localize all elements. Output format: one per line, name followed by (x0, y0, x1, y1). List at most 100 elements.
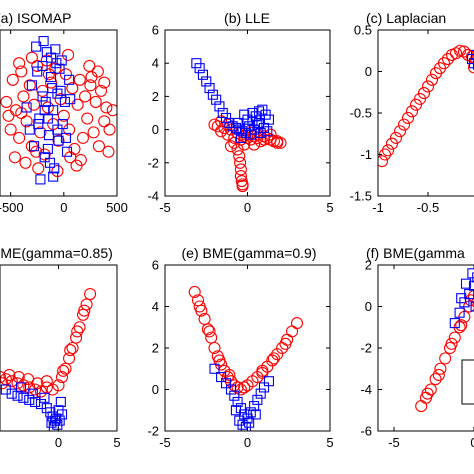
panel-a-circle-point (42, 68, 55, 81)
panel-b-circle-point (238, 138, 251, 151)
panel-b-square-point (254, 117, 265, 129)
panel-e: (e) BME(gamma=0.9) -5 0 5 -2 0 2 4 6 (147, 245, 333, 450)
panel-b-y-tick-label: 2 (152, 89, 159, 104)
panel-c-x-tick-label: -1 (372, 200, 384, 215)
panel-d-square-point (51, 413, 62, 424)
panel-a-circle-point (71, 98, 84, 111)
panel-a-circle-point (36, 84, 49, 97)
panel-a-x-tick-label: -500 (0, 200, 24, 215)
panel-b-circle-point (271, 135, 284, 148)
panel-a-circle-point (76, 131, 90, 144)
panel-e-circle-point (193, 300, 206, 313)
panel-a-square-point (39, 105, 50, 116)
panel-a-circle-point (2, 109, 15, 122)
panel-d-circle-point (66, 341, 79, 355)
panel-a-square-point (59, 96, 70, 107)
panel-a-square-point (33, 119, 44, 130)
panel-a-square-point (32, 66, 43, 77)
panel-b-markers (191, 58, 287, 193)
panel-e-circle-point (188, 285, 201, 299)
panel-a-circle-point (66, 82, 79, 95)
panel-a-circle-point (94, 84, 108, 97)
panel-a-circle-point (87, 126, 100, 139)
panel-a-square-point (56, 55, 67, 66)
panel-b-circle-point (224, 140, 238, 153)
panel-b-square-point (197, 69, 208, 80)
panel-f-x-tick-label: -5 (388, 435, 400, 450)
panel-d-square-point (6, 388, 17, 399)
panel-f-square-point (449, 318, 460, 329)
panel-c-circle-point (467, 61, 474, 74)
panel-a-circle-point (74, 153, 87, 167)
panel-f-markers (415, 268, 474, 413)
panel-a-circle-point (34, 126, 47, 139)
panel-e-x-tick-label: -5 (159, 435, 171, 450)
panel-a-circle-point (91, 65, 104, 78)
panel-f-circle-point (434, 362, 447, 375)
panel-e-square-point (229, 390, 240, 401)
panel-f-circle-point (421, 387, 434, 400)
panel-e-title: (e) BME(gamma=0.9) (182, 245, 317, 261)
panel-e-circle-point (256, 364, 269, 377)
panel-d: (d) BME(gamma=0.85) 0 5 (0, 245, 121, 450)
panel-a: (a) ISOMAP -500 0 500 (0, 10, 128, 215)
panel-a-square-point (37, 60, 48, 72)
panel-d-x-tick-label: 5 (113, 435, 120, 450)
panel-d-square-point (18, 392, 29, 403)
panel-a-square-point (51, 58, 62, 69)
panel-a-circle-point (63, 123, 76, 136)
panel-a-axes-frame (0, 29, 118, 197)
panel-b-y-tick-label: 0 (152, 122, 159, 137)
panel-a-circle-point (4, 123, 17, 136)
panel-d-square-point (16, 382, 27, 393)
panel-a-circle-point (103, 123, 116, 136)
panel-e-square-point (237, 419, 248, 430)
panel-b-square-point (234, 124, 245, 135)
panel-e-square-point (252, 394, 263, 405)
panel-a-circle-point (62, 48, 75, 61)
panel-b-circle-point (234, 163, 247, 176)
panel-b-square-point (235, 132, 246, 143)
panel-c-circle-point (437, 57, 451, 70)
panel-f-y-tick-label: -6 (360, 424, 372, 439)
panel-a-circle-point (15, 65, 28, 78)
panel-b-y-tick-label: 6 (152, 23, 159, 38)
panel-b-square-point (252, 119, 263, 130)
panel-c-title: (c) Laplacian (366, 10, 446, 26)
panel-a-circle-point (32, 162, 45, 175)
panel-b-square-point (232, 117, 243, 129)
panel-b-circle-point (234, 170, 247, 183)
panel-d-square-point (39, 392, 50, 403)
panel-a-circle-point (92, 140, 105, 153)
panel-b-title: (b) LLE (224, 10, 270, 26)
panel-c-y-tick-label: -0.5 (350, 106, 372, 121)
panel-a-square-point (42, 143, 53, 155)
panel-b-square-point (247, 107, 258, 119)
panel-f-circle-point (445, 337, 458, 350)
panel-a-square-point (44, 157, 56, 168)
panel-a-circle-point (85, 70, 98, 84)
panel-a-circle-point (8, 151, 21, 164)
panel-d-markers (0, 287, 97, 431)
panel-b-y-tick-label: -2 (147, 155, 159, 170)
panel-f-square-point (467, 268, 474, 279)
panel-a-title: (a) ISOMAP (0, 10, 71, 26)
panel-e-y-tick-label: 0 (152, 382, 159, 397)
panel-f-square-point (460, 278, 472, 289)
panel-b-x-tick-label: 0 (244, 200, 251, 215)
panel-d-x-tick-label: 0 (55, 435, 62, 450)
panel-e-square-point (225, 384, 237, 395)
panel-e-x-tick-label: 0 (244, 435, 251, 450)
panel-d-circle-point (3, 368, 16, 382)
panel-a-square-point (64, 74, 75, 85)
panel-c-square-point (468, 58, 474, 69)
panel-c-circle-point (417, 87, 431, 100)
panel-e-y-tick-label: -2 (147, 424, 159, 439)
panel-a-circle-point (59, 68, 72, 81)
panel-b-square-point (211, 94, 222, 105)
panel-b-x-tick-label: -5 (159, 200, 171, 215)
panel-e-circle-point (290, 317, 304, 330)
panel-a-circle-point (106, 104, 117, 117)
panel-f-square-point (454, 307, 465, 318)
